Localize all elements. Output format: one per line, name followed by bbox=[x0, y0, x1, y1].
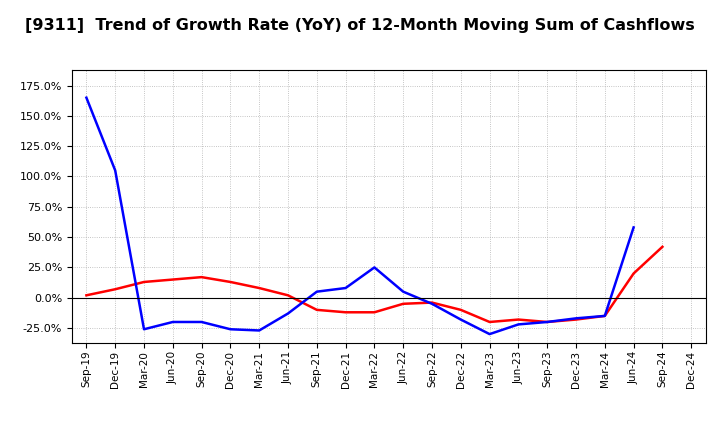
Free Cashflow bbox=[168, 319, 177, 325]
Operating Cashflow bbox=[456, 307, 465, 312]
Operating Cashflow bbox=[341, 310, 350, 315]
Operating Cashflow bbox=[428, 300, 436, 305]
Free Cashflow bbox=[226, 326, 235, 332]
Free Cashflow bbox=[140, 326, 148, 332]
Operating Cashflow bbox=[226, 279, 235, 285]
Operating Cashflow bbox=[82, 293, 91, 298]
Operating Cashflow bbox=[514, 317, 523, 322]
Operating Cashflow bbox=[284, 293, 292, 298]
Operating Cashflow bbox=[111, 286, 120, 292]
Free Cashflow bbox=[341, 286, 350, 291]
Operating Cashflow bbox=[168, 277, 177, 282]
Free Cashflow bbox=[629, 225, 638, 230]
Operating Cashflow bbox=[255, 286, 264, 291]
Line: Free Cashflow: Free Cashflow bbox=[86, 98, 634, 334]
Free Cashflow bbox=[485, 331, 494, 337]
Free Cashflow bbox=[255, 328, 264, 333]
Free Cashflow bbox=[370, 265, 379, 270]
Operating Cashflow bbox=[658, 244, 667, 249]
Free Cashflow bbox=[514, 322, 523, 327]
Free Cashflow bbox=[428, 301, 436, 306]
Free Cashflow bbox=[197, 319, 206, 325]
Operating Cashflow bbox=[543, 319, 552, 325]
Operating Cashflow bbox=[197, 275, 206, 280]
Line: Operating Cashflow: Operating Cashflow bbox=[86, 247, 662, 322]
Operating Cashflow bbox=[600, 313, 609, 319]
Free Cashflow bbox=[82, 95, 91, 100]
Operating Cashflow bbox=[629, 271, 638, 276]
Operating Cashflow bbox=[140, 279, 148, 285]
Text: [9311]  Trend of Growth Rate (YoY) of 12-Month Moving Sum of Cashflows: [9311] Trend of Growth Rate (YoY) of 12-… bbox=[25, 18, 695, 33]
Free Cashflow bbox=[399, 289, 408, 294]
Free Cashflow bbox=[572, 316, 580, 321]
Free Cashflow bbox=[600, 313, 609, 319]
Operating Cashflow bbox=[399, 301, 408, 306]
Free Cashflow bbox=[456, 317, 465, 322]
Free Cashflow bbox=[111, 168, 120, 173]
Operating Cashflow bbox=[485, 319, 494, 325]
Operating Cashflow bbox=[312, 307, 321, 312]
Free Cashflow bbox=[312, 289, 321, 294]
Free Cashflow bbox=[543, 319, 552, 325]
Operating Cashflow bbox=[572, 317, 580, 322]
Operating Cashflow bbox=[370, 310, 379, 315]
Free Cashflow bbox=[284, 311, 292, 316]
